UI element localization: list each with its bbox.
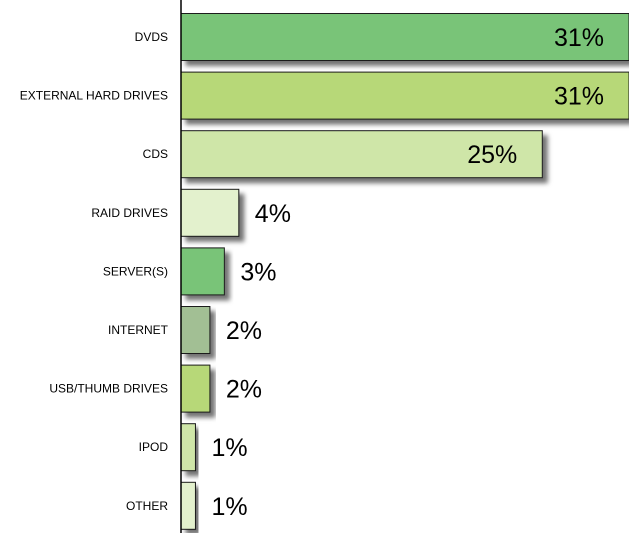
bar-external-hard-drives (180, 71, 629, 120)
value-label-cds: 25% (467, 141, 517, 169)
value-label-external-hard-drives: 31% (554, 83, 604, 111)
value-label-ipod: 1% (211, 434, 247, 462)
value-label-server-s: 3% (240, 258, 276, 286)
category-label-other: OTHER (126, 499, 168, 513)
bar-dvds (180, 13, 629, 61)
bar-internet (180, 306, 211, 354)
value-label-dvds: 31% (554, 24, 604, 52)
value-label-other: 1% (211, 493, 247, 521)
category-label-raid-drives: RAID DRIVES (91, 206, 168, 220)
bar-other (180, 481, 196, 530)
category-label-internet: INTERNET (108, 323, 169, 337)
bar-server-s (180, 247, 225, 296)
bar-usb-thumb-drives (180, 364, 211, 413)
category-label-usb-thumb-drives: USB/THUMB DRIVES (49, 382, 168, 396)
bar-raid-drives (180, 188, 240, 237)
value-label-usb-thumb-drives: 2% (226, 376, 262, 404)
bar-ipod (180, 423, 196, 472)
category-label-server-s: SERVER(S) (103, 264, 168, 278)
value-label-internet: 2% (226, 317, 262, 345)
category-label-ipod: IPOD (139, 440, 169, 454)
category-label-dvds: DVDS (135, 30, 168, 44)
category-label-external-hard-drives: EXTERNAL HARD DRIVES (20, 89, 168, 103)
value-label-raid-drives: 4% (255, 200, 291, 228)
category-label-cds: CDS (143, 147, 168, 161)
